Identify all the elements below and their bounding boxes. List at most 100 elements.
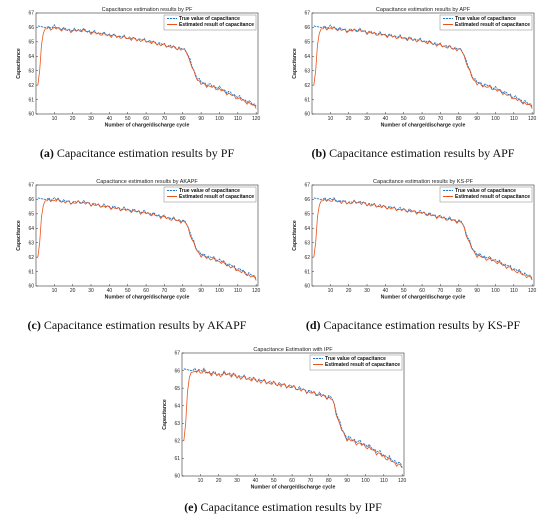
x-tick-label: 30 — [88, 116, 94, 122]
plot-area — [35, 12, 259, 115]
x-tick-label: 80 — [180, 288, 186, 294]
y-tick-label: 66 — [28, 197, 34, 203]
y-axis-label: Capacitance — [292, 48, 298, 79]
x-tick-label: 110 — [234, 288, 242, 294]
x-tick-label: 90 — [344, 478, 350, 484]
caption-text: Capacitance estimation results by PF — [53, 146, 235, 160]
chart-title: Capacitance Estimation with IPF — [253, 347, 333, 353]
y-tick-label: 62 — [28, 83, 34, 89]
caption-letter: (c) — [27, 318, 41, 332]
series-line-estimated — [183, 369, 403, 469]
chart-c: Capacitance estimation results by AKAPF 6… — [16, 179, 261, 301]
x-tick-label: 10 — [198, 478, 204, 484]
y-tick-label: 63 — [304, 240, 310, 246]
chart-title: Capacitance estimation results by APF — [376, 7, 471, 13]
x-axis-label: Number of charge/discharge cycle — [381, 295, 466, 301]
y-tick-label: 63 — [174, 421, 180, 427]
x-axis-label: Number of charge/discharge cycle — [105, 295, 190, 301]
x-tick-label: 40 — [253, 478, 259, 484]
x-axis-label: Number of charge/discharge cycle — [251, 485, 336, 491]
x-tick-label: 30 — [88, 288, 94, 294]
y-axis-label: Capacitance — [16, 220, 22, 251]
y-tick-label: 63 — [304, 68, 310, 74]
x-tick-label: 20 — [346, 116, 352, 122]
y-tick-label: 62 — [174, 439, 180, 445]
legend-entry: True value of capacitance — [179, 16, 240, 22]
legend-box — [439, 14, 533, 31]
x-tick-label: 10 — [52, 288, 58, 294]
y-tick-label: 63 — [28, 68, 34, 74]
x-tick-label: 50 — [125, 288, 131, 294]
y-tick-label: 65 — [28, 40, 34, 46]
x-tick-label: 50 — [401, 288, 407, 294]
y-tick-label: 64 — [304, 54, 310, 60]
chart-panel-e: Capacitance Estimation with IPF 60 61 62 63 6… — [152, 344, 414, 492]
x-tick-label: 10 — [328, 116, 334, 122]
x-tick-label: 30 — [364, 288, 370, 294]
legend-entry: True value of capacitance — [455, 16, 516, 22]
y-tick-label: 67 — [28, 183, 34, 189]
series-line-true — [37, 23, 257, 107]
y-tick-label: 66 — [28, 25, 34, 31]
series-line-estimated — [37, 26, 257, 109]
x-tick-label: 70 — [162, 116, 168, 122]
x-tick-label: 100 — [361, 478, 370, 484]
caption-d: (d) Capacitance estimation results by KS… — [282, 318, 544, 333]
x-tick-label: 110 — [510, 288, 518, 294]
y-axis-label: Capacitance — [162, 399, 168, 430]
x-tick-label: 90 — [474, 116, 480, 122]
chart-panel-a: Capacitance estimation results by PF 60 61… — [6, 4, 268, 130]
x-axis-label: Number of charge/discharge cycle — [105, 123, 190, 129]
x-tick-label: 100 — [491, 116, 500, 122]
y-tick-label: 60 — [304, 284, 310, 290]
y-tick-label: 65 — [304, 40, 310, 46]
x-tick-label: 20 — [70, 116, 76, 122]
x-tick-label: 40 — [107, 116, 113, 122]
legend-entry: Estimated result of capacitance — [179, 194, 254, 200]
chart-title: Capacitance estimation results by PF — [102, 7, 193, 13]
x-axis-label: Number of charge/discharge cycle — [381, 123, 466, 129]
caption-text: Capacitance estimation results by KS-PF — [320, 318, 521, 332]
chart-panel-b: Capacitance estimation results by APF 60 6… — [282, 4, 544, 130]
caption-b: (b) Capacitance estimation results by AP… — [282, 146, 544, 161]
caption-c: (c) Capacitance estimation results by AK… — [6, 318, 268, 333]
x-tick-label: 30 — [364, 116, 370, 122]
x-tick-label: 70 — [438, 288, 444, 294]
series-line-estimated — [37, 198, 257, 281]
chart-title: Capacitance estimation results by AKAPF — [96, 179, 198, 185]
x-tick-label: 50 — [401, 116, 407, 122]
plot-area — [35, 184, 259, 287]
x-tick-label: 20 — [346, 288, 352, 294]
y-tick-label: 64 — [28, 54, 34, 60]
series-line-estimated — [313, 198, 533, 281]
x-tick-label: 100 — [491, 288, 500, 294]
x-tick-label: 60 — [419, 288, 425, 294]
x-tick-label: 20 — [216, 478, 222, 484]
x-tick-label: 50 — [125, 116, 131, 122]
y-axis-label: Capacitance — [16, 48, 22, 79]
plot-area — [311, 12, 535, 115]
x-tick-label: 90 — [198, 288, 204, 294]
caption-letter: (e) — [184, 500, 198, 514]
legend-box — [309, 354, 403, 371]
legend-entry: True value of capacitance — [179, 188, 240, 194]
chart-panel-c: Capacitance estimation results by AKAPF 6… — [6, 176, 268, 302]
y-tick-label: 61 — [304, 269, 310, 275]
legend-entry: Estimated result of capacitance — [455, 22, 530, 28]
x-tick-label: 60 — [143, 116, 149, 122]
chart-b: Capacitance estimation results by APF 60 6… — [292, 7, 537, 129]
legend-entry: True value of capacitance — [325, 356, 386, 362]
x-tick-label: 60 — [289, 478, 295, 484]
y-tick-label: 61 — [304, 97, 310, 103]
y-tick-label: 60 — [28, 284, 34, 290]
legend-entry: Estimated result of capacitance — [325, 362, 400, 368]
x-tick-label: 70 — [162, 288, 168, 294]
x-tick-label: 60 — [143, 288, 149, 294]
chart-a: Capacitance estimation results by PF 60 61… — [16, 7, 261, 129]
y-tick-label: 60 — [304, 112, 310, 118]
y-tick-label: 65 — [304, 212, 310, 218]
x-tick-label: 120 — [252, 116, 261, 122]
y-tick-label: 62 — [28, 255, 34, 261]
x-tick-label: 70 — [308, 478, 314, 484]
x-tick-label: 100 — [215, 288, 224, 294]
